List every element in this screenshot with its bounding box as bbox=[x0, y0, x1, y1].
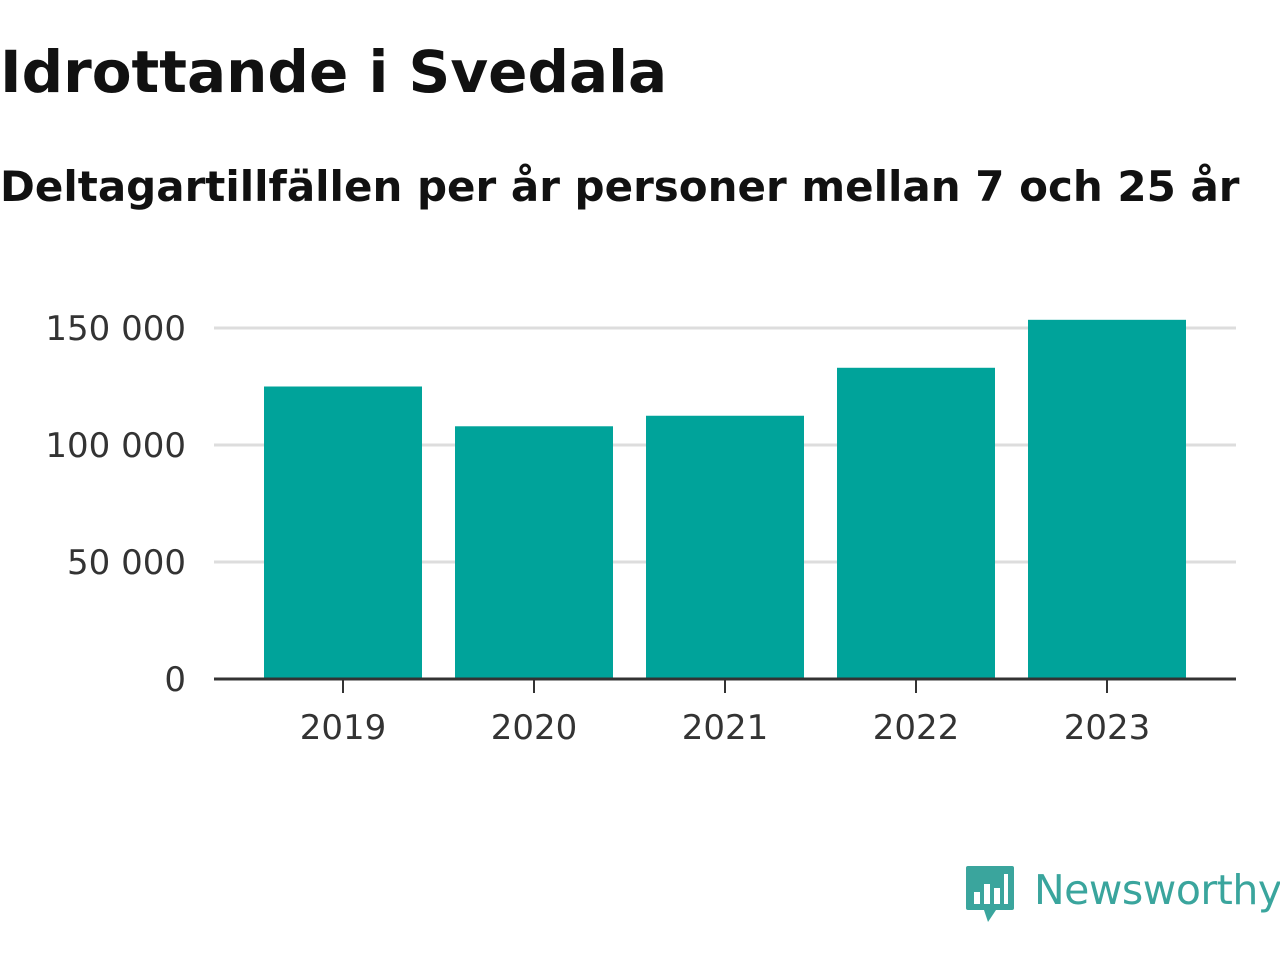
y-tick-label: 150 000 bbox=[45, 309, 186, 349]
bar-2022 bbox=[837, 367, 995, 679]
bar-2023 bbox=[1028, 319, 1186, 679]
x-axis-labels: 2019 2020 2021 2022 2023 bbox=[300, 708, 1151, 748]
y-tick-label: 0 bbox=[164, 660, 186, 700]
bars bbox=[264, 319, 1186, 679]
newsworthy-brand: Newsworthy bbox=[964, 864, 1280, 926]
bar-2019 bbox=[264, 386, 422, 679]
bar-2020 bbox=[455, 426, 613, 679]
x-tick-label: 2020 bbox=[491, 708, 578, 748]
chart-subtitle: Deltagartillfällen per år personer mella… bbox=[0, 162, 1240, 211]
brand-name: Newsworthy bbox=[1034, 866, 1280, 914]
bar-2021 bbox=[646, 415, 804, 679]
y-axis-labels: 0 50 000 100 000 150 000 bbox=[45, 309, 186, 700]
x-tick-label: 2019 bbox=[300, 708, 387, 748]
chart-title: Idrottande i Svedala bbox=[0, 38, 668, 106]
y-tick-label: 100 000 bbox=[45, 426, 186, 466]
x-tick-label: 2022 bbox=[873, 708, 960, 748]
x-tick-label: 2021 bbox=[682, 708, 769, 748]
x-tick-label: 2023 bbox=[1064, 708, 1151, 748]
newsworthy-logo-icon bbox=[966, 866, 1014, 922]
x-axis bbox=[214, 677, 1236, 693]
y-tick-label: 50 000 bbox=[67, 543, 186, 583]
